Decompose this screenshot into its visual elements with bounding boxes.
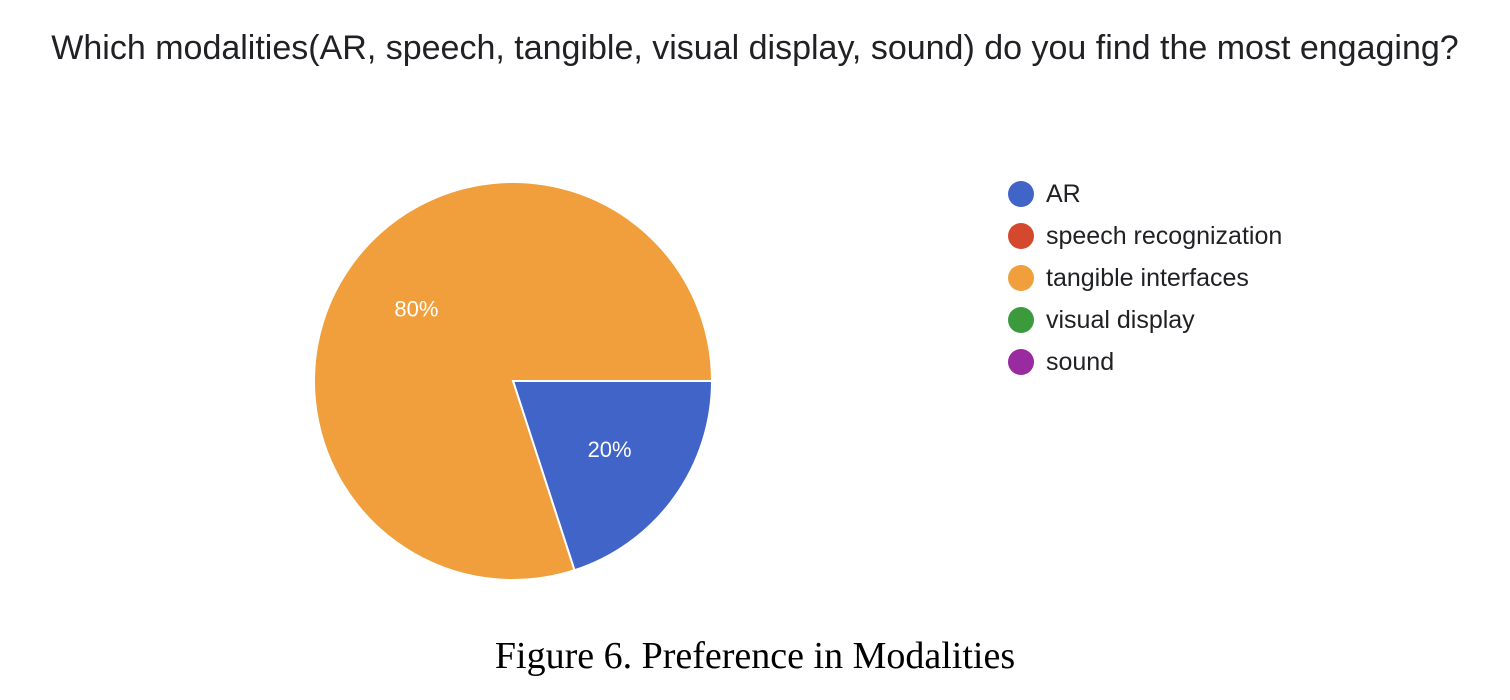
legend-label: sound bbox=[1046, 347, 1115, 376]
pie-slice-tangible-interfaces bbox=[313, 181, 714, 581]
legend-swatch bbox=[1008, 223, 1034, 249]
chart-title: Which modalities(AR, speech, tangible, v… bbox=[51, 29, 1459, 67]
pie-slices bbox=[313, 181, 714, 581]
legend-swatch bbox=[1008, 265, 1034, 291]
legend-label: speech recognization bbox=[1046, 221, 1283, 250]
chart-legend: AR speech recognization tangible interface… bbox=[1008, 173, 1282, 383]
legend-label: tangible interfaces bbox=[1046, 263, 1249, 292]
pie-slice-ar bbox=[511, 380, 714, 572]
legend-item: AR bbox=[1008, 173, 1282, 215]
slice-label-ar: 20% bbox=[588, 437, 632, 462]
legend-item: speech recognization bbox=[1008, 215, 1282, 257]
legend-item: sound bbox=[1008, 341, 1282, 383]
legend-swatch bbox=[1008, 307, 1034, 333]
pie-labels: 20% 80% bbox=[394, 297, 631, 462]
figure-caption: Figure 6. Preference in Modalities bbox=[494, 635, 1016, 677]
legend-swatch bbox=[1008, 349, 1034, 375]
legend-label: visual display bbox=[1046, 305, 1195, 334]
legend-swatch bbox=[1008, 181, 1034, 207]
legend-item: tangible interfaces bbox=[1008, 257, 1282, 299]
slice-label-tangible-interfaces: 80% bbox=[394, 297, 438, 322]
legend-label: AR bbox=[1046, 179, 1081, 208]
legend-item: visual display bbox=[1008, 299, 1282, 341]
